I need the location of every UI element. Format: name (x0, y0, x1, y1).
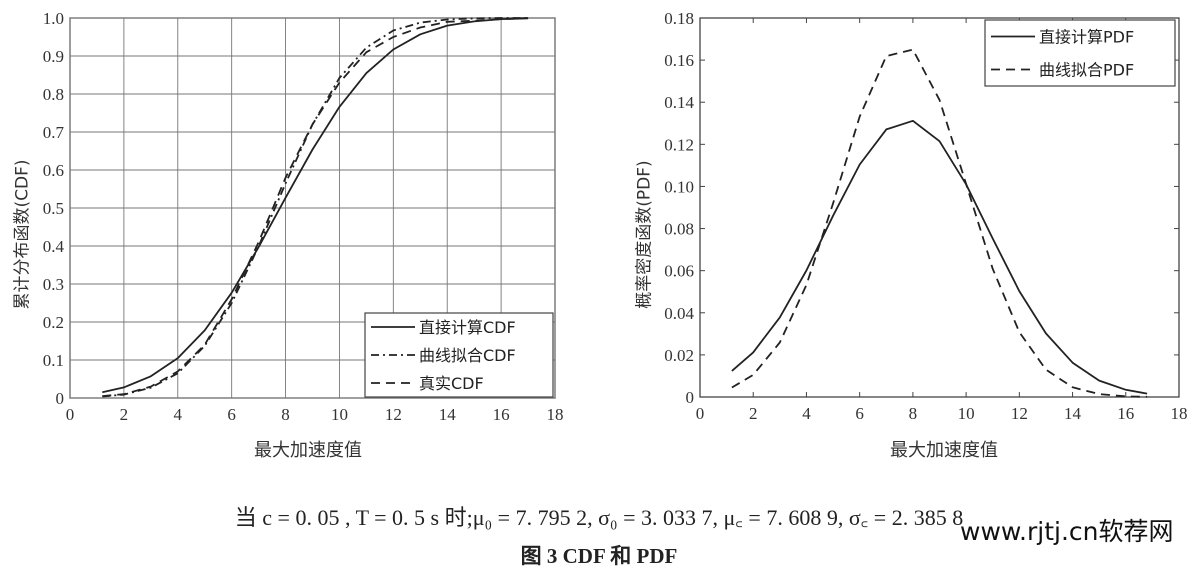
cdf-legend-label: 真实CDF (419, 374, 484, 393)
pdf-y-tick-label: 0.10 (664, 177, 694, 196)
cdf-series-line-1 (102, 17, 529, 394)
cdf-x-tick-label: 12 (385, 405, 402, 424)
pdf-y-tick-label: 0.18 (664, 9, 694, 28)
pdf-series-line-2 (731, 48, 1148, 398)
pdf-y-axis-label: 概率密度函数(PDF) (634, 160, 655, 309)
cdf-y-tick-label: 0.6 (43, 161, 64, 180)
cdf-y-tick-label: 0.5 (43, 199, 64, 218)
cdf-chart: 0 2 4 6 8 10 12 14 16 18 0 0.1 0.2 0.3 0.4 0.5 0.6 0.7 0.8… (43, 9, 564, 424)
cdf-y-tick-label: 0.3 (43, 275, 64, 294)
pdf-y-tick-label: 0.04 (664, 304, 694, 323)
caption-parameters: 当 c = 0. 05 , T = 0. 5 s 时;μ₀ = 7. 795 2… (234, 505, 964, 530)
cdf-x-axis-label: 最大加速度值 (254, 440, 362, 461)
cdf-y-tick-label: 0 (56, 389, 65, 408)
watermark: www.rjtj.cn软荐网 (960, 517, 1174, 546)
pdf-x-tick-label: 16 (1117, 404, 1134, 423)
cdf-y-tick-label: 0.4 (43, 237, 65, 256)
pdf-chart: 0 2 4 6 8 10 12 14 16 18 0 0.02 0.04 0.06 0.08 0.10 0.12… (664, 9, 1187, 423)
cdf-x-tick-label: 4 (174, 405, 183, 424)
pdf-legend-label: 曲线拟合PDF (1039, 61, 1134, 80)
cdf-x-tick-label: 2 (120, 405, 129, 424)
cdf-x-tick-label: 6 (227, 405, 236, 424)
pdf-x-tick-label: 14 (1064, 404, 1082, 423)
pdf-y-tick-label: 0.02 (664, 346, 694, 365)
cdf-x-tick-label: 0 (66, 405, 75, 424)
pdf-series-line-1 (731, 119, 1148, 395)
pdf-legend (984, 19, 1176, 87)
cdf-legend-label: 直接计算CDF (419, 318, 516, 337)
cdf-series-line-3 (102, 17, 529, 397)
cdf-y-tick-label: 1.0 (43, 9, 64, 28)
pdf-plot-frame (699, 17, 1180, 398)
cdf-x-tick-label: 16 (493, 405, 510, 424)
pdf-x-tick-label: 18 (1171, 404, 1188, 423)
pdf-x-tick-label: 10 (958, 404, 975, 423)
cdf-x-tick-label: 10 (331, 405, 348, 424)
pdf-x-axis-label: 最大加速度值 (890, 440, 998, 461)
cdf-y-tick-label: 0.7 (43, 123, 65, 142)
pdf-y-tick-label: 0.12 (664, 135, 694, 154)
pdf-x-tick-label: 6 (855, 404, 864, 423)
cdf-y-tick-label: 0.1 (43, 351, 64, 370)
pdf-y-tick-label: 0.16 (664, 51, 694, 70)
pdf-x-tick-label: 4 (802, 404, 811, 423)
pdf-x-tick-label: 0 (696, 404, 705, 423)
pdf-legend-label: 直接计算PDF (1039, 28, 1134, 47)
pdf-x-tick-label: 8 (909, 404, 918, 423)
pdf-x-tick-label: 2 (749, 404, 758, 423)
cdf-y-tick-label: 0.2 (43, 313, 64, 332)
cdf-legend-label: 曲线拟合CDF (419, 346, 516, 365)
cdf-x-tick-label: 18 (547, 405, 564, 424)
cdf-y-tick-label: 0.9 (43, 47, 64, 66)
pdf-y-tick-label: 0.14 (664, 93, 694, 112)
pdf-y-tick-label: 0.06 (664, 262, 694, 281)
pdf-y-tick-label: 0 (686, 388, 695, 407)
cdf-y-axis-label: 累计分布函数(CDF) (12, 159, 33, 310)
cdf-x-tick-label: 8 (281, 405, 290, 424)
pdf-y-tick-label: 0.08 (664, 220, 694, 239)
cdf-y-tick-label: 0.8 (43, 85, 64, 104)
cdf-x-tick-label: 14 (439, 405, 457, 424)
pdf-x-tick-label: 12 (1011, 404, 1028, 423)
figure-title: 图 3 CDF 和 PDF (520, 544, 678, 568)
